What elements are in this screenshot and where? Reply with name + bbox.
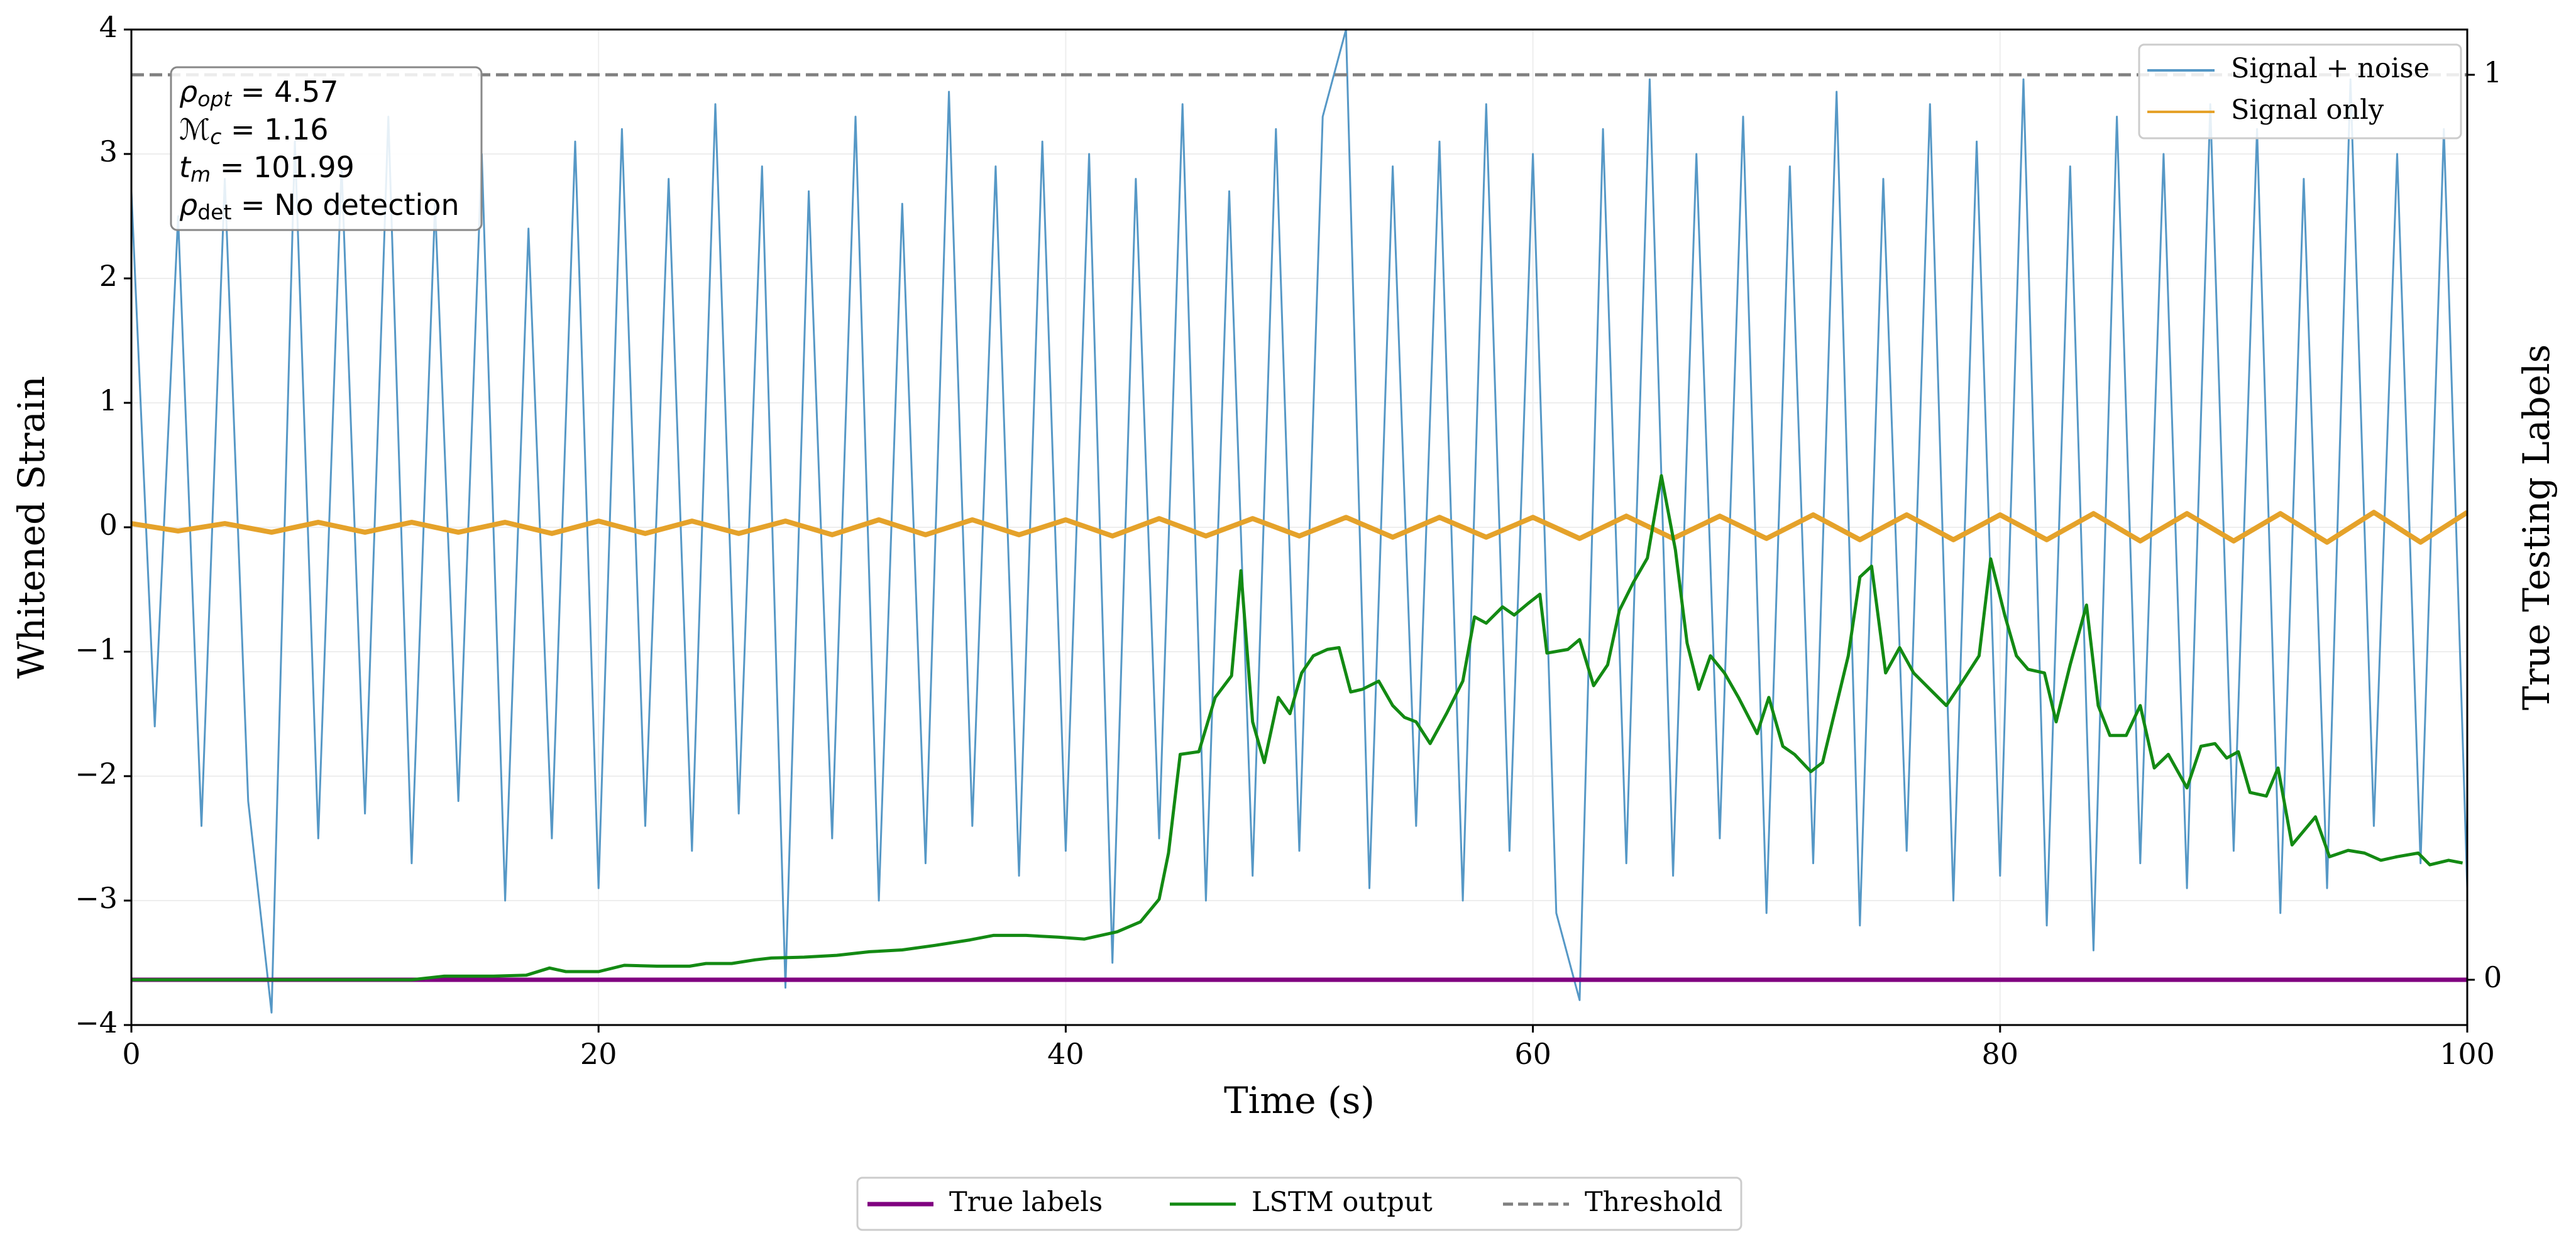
y-tick-label: −4 xyxy=(75,1006,118,1039)
y-tick-label: 4 xyxy=(99,10,118,44)
y-tick-label: 3 xyxy=(99,134,118,168)
x-tick-label: 80 xyxy=(1982,1037,2019,1071)
y2-tick-label: 0 xyxy=(2484,960,2502,994)
y-tick-label: −1 xyxy=(75,632,118,666)
annotation-symbol: ρ xyxy=(179,188,197,222)
legend-label: Signal + noise xyxy=(2231,53,2430,84)
legend-frame xyxy=(856,1176,1742,1231)
annotation-subscript: m xyxy=(190,162,211,187)
y-tick-label: −2 xyxy=(75,757,118,791)
legend-label: LSTM output xyxy=(1252,1187,1433,1218)
legend-frame xyxy=(2138,43,2462,140)
x-axis-label: Time (s) xyxy=(1224,1079,1375,1122)
annotation-subscript: det xyxy=(197,200,231,224)
plot-area xyxy=(131,30,2467,1014)
annotation: ℳc = 1.16 xyxy=(179,112,329,149)
series-line xyxy=(131,30,2467,1014)
legend-label: True labels xyxy=(949,1187,1103,1218)
y-axis-label: Whitened Strain xyxy=(10,376,53,679)
annotation-subscript: c xyxy=(210,124,221,149)
annotation-symbol: ℳ xyxy=(179,112,210,146)
series-line xyxy=(131,510,2467,545)
series-line xyxy=(131,474,2463,982)
legend-label: Threshold xyxy=(1585,1187,1722,1218)
annotation-frame xyxy=(170,66,483,231)
y2-axis-label: True Testing Labels xyxy=(2515,344,2558,710)
y-tick-label: 2 xyxy=(99,259,118,293)
annotation-text: = 4.57 xyxy=(231,75,338,109)
x-tick-label: 40 xyxy=(1047,1037,1084,1071)
annotation-text: = 1.16 xyxy=(221,112,328,146)
annotation-symbol: ρ xyxy=(179,75,197,109)
x-tick-label: 100 xyxy=(2440,1037,2495,1071)
y-tick-label: 0 xyxy=(99,508,118,542)
legend-upper-right: Signal + noise Signal only xyxy=(2138,43,2462,140)
x-tick-label: 0 xyxy=(122,1037,140,1071)
x-tick-label: 60 xyxy=(1514,1037,1551,1071)
x-tick-label: 20 xyxy=(580,1037,617,1071)
legend-lower-center: True labels LSTM output Threshold xyxy=(856,1176,1742,1231)
annotation-text: = 101.99 xyxy=(211,150,355,184)
annotation-symbol: t xyxy=(179,150,192,184)
y-tick-label: −3 xyxy=(75,881,118,915)
annotation-text: = No detection xyxy=(231,188,459,222)
annotation: tm = 101.99 xyxy=(179,150,355,187)
y-tick-label: 1 xyxy=(99,383,118,417)
annotation-subscript: opt xyxy=(197,87,232,111)
annotation: ρopt = 4.57 xyxy=(179,75,339,111)
legend-label: Signal only xyxy=(2231,94,2384,126)
annotation: ρdet = No detection xyxy=(179,188,460,224)
y2-tick-label: 1 xyxy=(2484,55,2502,89)
